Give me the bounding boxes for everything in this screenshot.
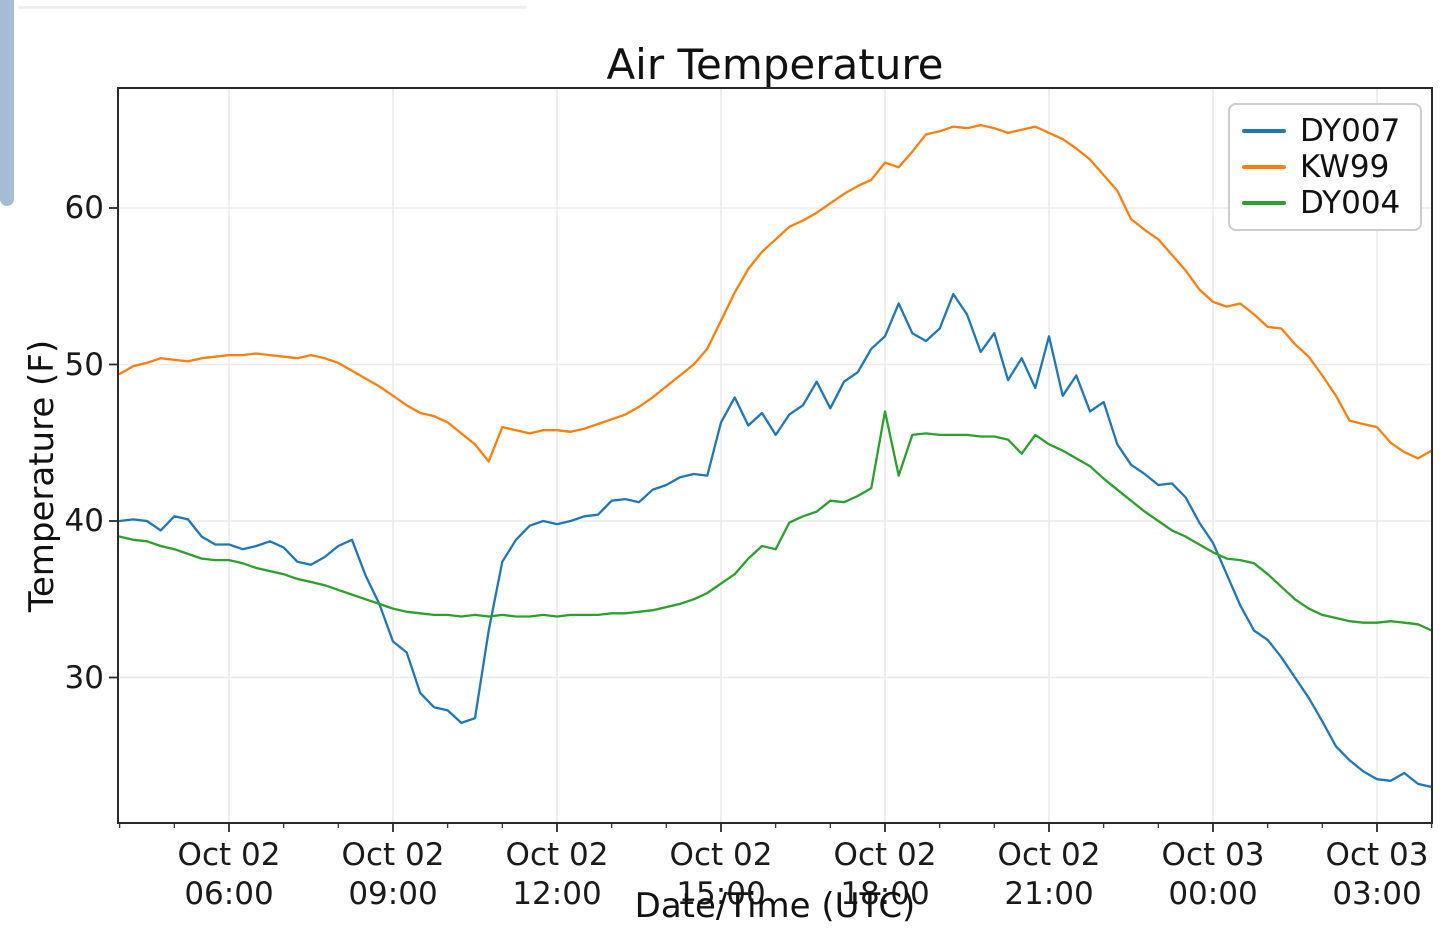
x-tick-label: Oct 02 12:00 [505, 837, 609, 912]
y-tick-label: 60 [64, 190, 104, 226]
y-axis-label: Temperature (F) [22, 339, 62, 613]
x-tick-label: Oct 02 21:00 [997, 837, 1101, 912]
legend-line-swatch [1242, 201, 1286, 205]
legend: DY007 KW99 DY004 [1228, 103, 1422, 231]
series-line-DY004 [118, 410, 1432, 632]
legend-item-KW99: KW99 [1230, 149, 1420, 185]
x-tick-label: Oct 02 06:00 [177, 837, 281, 912]
y-tick-label: 40 [64, 503, 104, 539]
x-tick-label: Oct 02 18:00 [833, 837, 937, 912]
legend-item-DY004: DY004 [1230, 185, 1420, 221]
chart-title: Air Temperature [606, 40, 944, 89]
series-line-DY007 [118, 292, 1432, 789]
legend-label: DY004 [1300, 185, 1401, 221]
y-tick-label: 30 [64, 659, 104, 696]
series-line-KW99 [118, 123, 1432, 463]
legend-label: KW99 [1300, 149, 1390, 185]
x-tick-label: Oct 03 00:00 [1161, 837, 1265, 912]
top-window-edge [18, 6, 527, 9]
legend-item-DY007: DY007 [1230, 113, 1420, 149]
x-tick-label: Oct 02 09:00 [341, 837, 445, 912]
x-axis-label: Date/Time (UTC) [634, 886, 916, 926]
legend-label: DY007 [1300, 113, 1401, 149]
legend-line-swatch [1242, 165, 1286, 169]
legend-line-swatch [1242, 129, 1286, 133]
x-tick-label: Oct 02 15:00 [669, 837, 773, 912]
left-scrollbar-thumb[interactable] [0, 0, 14, 206]
plot-border [117, 87, 1433, 824]
y-tick-label: 50 [64, 346, 104, 383]
x-tick-label: Oct 03 03:00 [1325, 837, 1429, 912]
